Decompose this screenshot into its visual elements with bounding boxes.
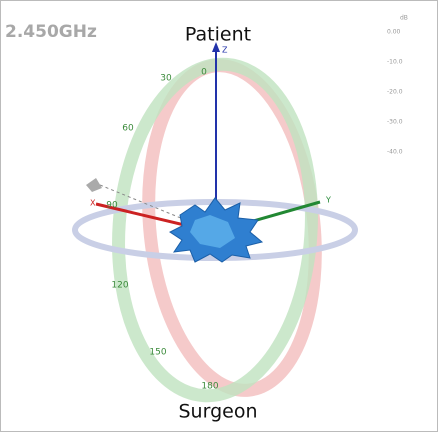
observer-icon	[86, 178, 102, 192]
axis-label: X	[90, 199, 96, 208]
ring-label: 150	[149, 348, 166, 358]
green-ring	[112, 57, 318, 403]
ring-label: 60	[122, 124, 134, 134]
scale-unit: dB	[400, 15, 408, 22]
pattern-highlight	[190, 215, 235, 248]
axis-label: Z	[222, 46, 228, 55]
ring-label: 30	[160, 74, 172, 84]
frequency: 2.450GHz	[5, 22, 97, 42]
bottom-label: Surgeon	[179, 401, 258, 423]
scale-label: -40.0	[387, 149, 403, 156]
scale-label: 0.00	[387, 29, 401, 36]
scale-label: -20.0	[387, 89, 403, 96]
z-arrow	[212, 42, 220, 52]
scale-label: -10.0	[387, 59, 403, 66]
ring-label: 120	[111, 281, 128, 291]
axis-label: Y	[325, 196, 331, 205]
ring-label: 90	[106, 201, 118, 211]
scale-label: -30.0	[387, 119, 403, 126]
ring-label: 0	[201, 68, 207, 78]
ring-label: 180	[201, 382, 218, 392]
top-label: Patient	[185, 24, 251, 46]
